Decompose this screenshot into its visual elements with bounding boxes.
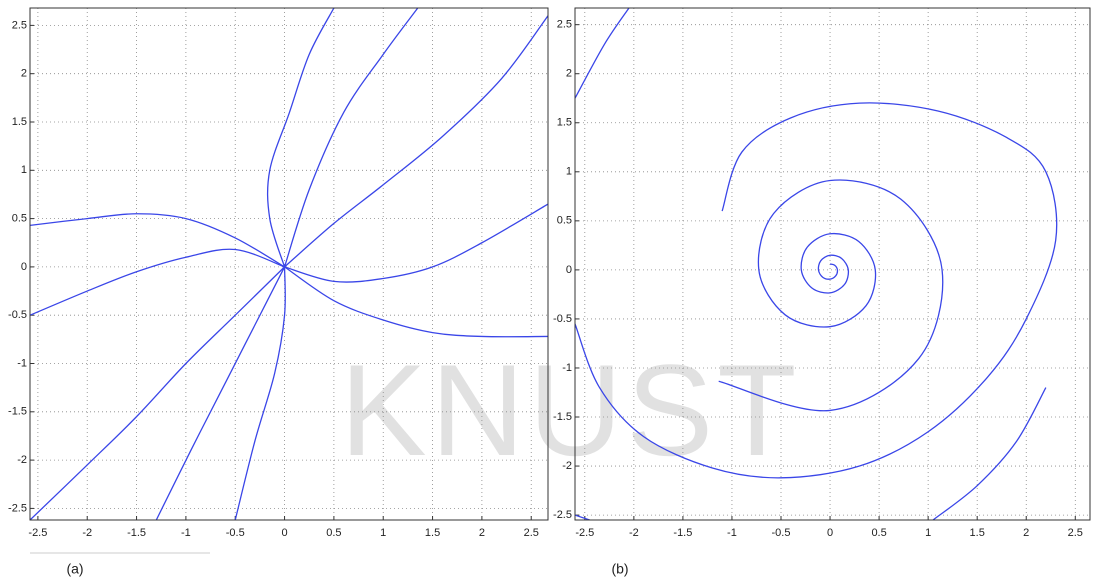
y-tick-label: 1 (566, 166, 572, 178)
trajectory (234, 266, 286, 520)
x-tick-label: 1 (380, 527, 386, 539)
x-tick-label: -1 (181, 527, 191, 539)
y-tick-label: 0.5 (12, 213, 27, 225)
trajectory (30, 248, 285, 316)
trajectory (266, 8, 335, 268)
trajectory (155, 266, 286, 520)
trajectory (575, 8, 630, 99)
y-tick-label: -1.5 (8, 406, 27, 418)
trajectory (284, 203, 548, 283)
y-tick-label: -1 (562, 362, 572, 374)
x-tick-label: 0 (281, 527, 287, 539)
y-tick-label: 1.5 (557, 117, 572, 129)
y-tick-label: 2.5 (557, 19, 572, 31)
trajectory (30, 213, 285, 268)
y-tick-label: 1.5 (12, 116, 27, 128)
x-tick-label: 2 (479, 527, 485, 539)
y-tick-label: 0.5 (557, 215, 572, 227)
trajectory (932, 387, 1047, 520)
y-tick-label: -2.5 (553, 509, 572, 521)
x-tick-label: -2.5 (28, 527, 47, 539)
x-tick-label: -2.5 (575, 527, 594, 539)
trajectory (575, 514, 590, 520)
x-tick-label: -1.5 (127, 527, 146, 539)
x-tick-label: -0.5 (226, 527, 245, 539)
x-tick-label: -2 (629, 527, 639, 539)
y-tick-label: -0.5 (8, 309, 27, 321)
plot-frame (574, 7, 1091, 521)
x-tick-label: 0 (827, 527, 833, 539)
y-tick-label: -2.5 (8, 502, 27, 514)
panel-label: (b) (611, 561, 628, 577)
trajectory (575, 102, 1058, 479)
trajectory (284, 15, 548, 268)
trajectory (284, 266, 548, 338)
y-tick-label: 0 (21, 261, 27, 273)
y-tick-label: 2 (21, 68, 27, 80)
y-tick-label: -0.5 (553, 313, 572, 325)
x-tick-label: 2 (1023, 527, 1029, 539)
x-tick-label: -1.5 (673, 527, 692, 539)
y-tick-label: 2 (566, 68, 572, 80)
x-tick-label: -1 (727, 527, 737, 539)
x-tick-label: 1.5 (425, 527, 440, 539)
y-tick-label: 2.5 (12, 19, 27, 31)
plot-area (575, 8, 1058, 520)
trajectory (30, 266, 286, 520)
x-tick-label: 2.5 (524, 527, 539, 539)
panel-label: (a) (66, 561, 83, 577)
x-tick-label: 0.5 (326, 527, 341, 539)
plot-area (30, 8, 548, 520)
x-tick-label: 1.5 (970, 527, 985, 539)
x-tick-label: 0.5 (871, 527, 886, 539)
y-tick-label: 1 (21, 164, 27, 176)
x-tick-label: 2.5 (1068, 527, 1083, 539)
trajectory (718, 179, 944, 412)
x-tick-label: -0.5 (772, 527, 791, 539)
y-tick-label: 0 (566, 264, 572, 276)
y-tick-label: -2 (562, 460, 572, 472)
y-tick-label: -2 (17, 454, 27, 466)
plot-frame (29, 7, 549, 521)
x-tick-label: 1 (925, 527, 931, 539)
y-tick-label: -1 (17, 357, 27, 369)
x-tick-label: -2 (82, 527, 92, 539)
trajectory (283, 8, 419, 268)
watermark: KNUST (340, 337, 801, 483)
y-tick-label: -1.5 (553, 411, 572, 423)
